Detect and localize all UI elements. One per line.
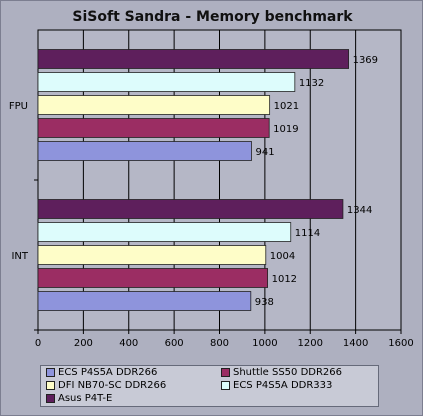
bar (37, 118, 270, 138)
bar (37, 291, 252, 311)
bar (37, 49, 349, 69)
data-label: 1344 (347, 205, 372, 216)
x-tick-label: 1200 (298, 338, 323, 349)
x-tick-label: 0 (35, 338, 41, 349)
legend-swatch (46, 368, 55, 377)
x-tick-label: 400 (119, 338, 138, 349)
bar (37, 95, 271, 115)
legend-item: Shuttle SS50 DDR266 (221, 367, 342, 378)
legend-item: ECS P4S5A DDR266 (46, 367, 157, 378)
category-label: FPU (9, 101, 28, 112)
x-tick-label: 1400 (343, 338, 368, 349)
data-label: 1012 (272, 274, 297, 285)
legend-swatch (221, 368, 230, 377)
data-label: 941 (255, 147, 274, 158)
legend-item: Asus P4T-E (46, 393, 112, 404)
data-label: 1369 (353, 55, 378, 66)
data-label: 1019 (273, 124, 298, 135)
x-tick-label: 800 (210, 338, 229, 349)
legend-swatch (221, 381, 230, 390)
category-label: INT (11, 251, 28, 262)
x-tick-label: 200 (74, 338, 93, 349)
bar (37, 268, 268, 288)
chart-title: SiSoft Sandra - Memory benchmark (72, 9, 353, 25)
legend-label: Shuttle SS50 DDR266 (233, 367, 343, 378)
data-label: 1132 (299, 78, 324, 89)
bar (37, 222, 292, 242)
data-label: 1004 (270, 251, 295, 262)
legend-item: DFI NB70-SC DDR266 (46, 380, 166, 391)
legend-label: ECS P4S5A DDR333 (233, 380, 333, 391)
data-label: 1021 (274, 101, 299, 112)
legend: ECS P4S5A DDR266 Shuttle SS50 DDR266 DFI N… (40, 365, 379, 407)
x-tick-label: 1000 (252, 338, 277, 349)
bar (37, 199, 344, 219)
legend-item: ECS P4S5A DDR333 (221, 380, 332, 391)
bar (37, 72, 296, 92)
legend-label: Asus P4T-E (58, 393, 113, 404)
x-tick-label: 600 (165, 338, 184, 349)
x-tick-label: 1600 (388, 338, 413, 349)
legend-label: ECS P4S5A DDR266 (58, 367, 158, 378)
bar (37, 245, 267, 265)
legend-swatch (46, 381, 55, 390)
data-label: 938 (255, 297, 274, 308)
bar (37, 141, 252, 161)
data-label: 1114 (295, 228, 320, 239)
legend-swatch (46, 394, 55, 403)
legend-label: DFI NB70-SC DDR266 (58, 380, 167, 391)
